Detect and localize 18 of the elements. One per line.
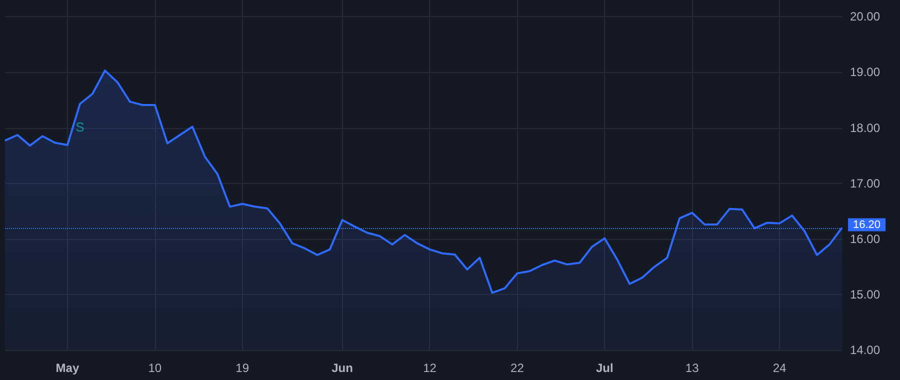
y-tick-label: 19.00 (850, 65, 880, 80)
x-tick-label: 10 (148, 361, 162, 375)
ref-line-label: 16.20 (853, 218, 881, 231)
x-tick-label: Jul (596, 361, 614, 375)
y-tick-label: 17.00 (850, 176, 880, 190)
x-tick-label: 22 (510, 361, 524, 375)
x-tick-label: 24 (772, 361, 787, 375)
y-tick-label: 15.00 (850, 287, 880, 302)
y-tick-label: 14.00 (850, 343, 880, 357)
x-tick-label: 12 (423, 361, 437, 375)
x-tick-label: May (56, 361, 80, 375)
y-tick-label: 16.00 (850, 232, 880, 246)
x-tick-label: 19 (236, 361, 250, 375)
y-tick-label: 20.00 (850, 10, 880, 24)
x-tick-label: 13 (685, 361, 700, 375)
x-tick-label: Jun (332, 361, 353, 375)
y-tick-label: 18.00 (850, 120, 880, 135)
annotation: S (76, 120, 85, 134)
